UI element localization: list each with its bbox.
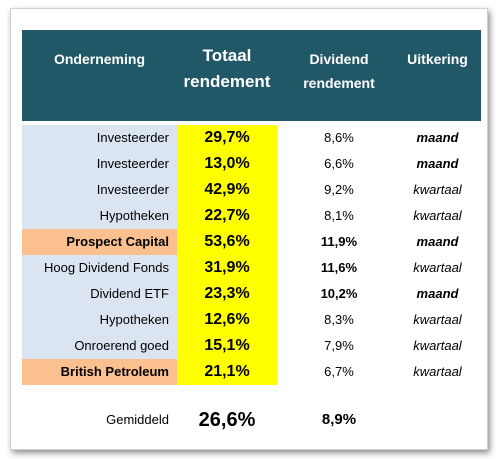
header-total-return: Totaal rendement [177, 43, 277, 95]
dividend-return-cell: 7,9% [324, 338, 354, 353]
payout-cell: kwartaal [413, 208, 462, 223]
average-total-return: 26,6% [198, 409, 256, 431]
total-return-cell: 29,7% [177, 125, 277, 151]
header-total-line2: rendement [183, 72, 271, 91]
payout-cell: maand [416, 130, 459, 145]
dividend-return-cell: 8,3% [324, 312, 354, 327]
dividend-return-cell: 10,2% [320, 286, 358, 301]
company-cell: Onroerend goed [22, 333, 177, 359]
header-total-line1: Totaal [202, 46, 252, 65]
total-return-cell: 53,6% [177, 229, 277, 255]
total-return-cell: 21,1% [177, 359, 277, 385]
table-row: British Petroleum 21,1% 6,7% kwartaal [22, 359, 481, 385]
dividend-return-cell: 6,6% [324, 156, 354, 171]
total-return-cell: 31,9% [177, 255, 277, 281]
payout-cell: kwartaal [413, 338, 462, 353]
table-row: Hoog Dividend Fonds 31,9% 11,6% kwartaal [22, 255, 481, 281]
payout-cell: kwartaal [413, 182, 462, 197]
dividend-return-cell: 11,6% [320, 260, 358, 275]
company-cell: Hypotheken [22, 203, 177, 229]
table-body: Investeerder 29,7% 8,6% maand Investeerder 13… [22, 125, 481, 385]
table-row: Onroerend goed 15,1% 7,9% kwartaal [22, 333, 481, 359]
table-row: Investeerder 29,7% 8,6% maand [22, 125, 481, 151]
company-cell: Prospect Capital [22, 229, 177, 255]
header-dividend-line2: rendement [303, 75, 375, 91]
dividend-return-cell: 6,7% [324, 364, 354, 379]
payout-cell: kwartaal [413, 364, 462, 379]
payout-cell: maand [416, 156, 459, 171]
total-return-cell: 22,7% [177, 203, 277, 229]
table-card: Onderneming Totaal rendement Dividend re… [10, 8, 488, 450]
total-return-cell: 42,9% [177, 177, 277, 203]
payout-cell: kwartaal [413, 260, 462, 275]
company-cell: Dividend ETF [22, 281, 177, 307]
payout-cell: maand [416, 234, 459, 249]
table-row: Prospect Capital 53,6% 11,9% maand [22, 229, 481, 255]
average-label: Gemiddeld [106, 412, 169, 427]
header-dividend-return: Dividend rendement [284, 47, 394, 95]
total-return-cell: 13,0% [177, 151, 277, 177]
dividend-return-cell: 8,1% [324, 208, 354, 223]
table-row: Hypotheken 22,7% 8,1% kwartaal [22, 203, 481, 229]
total-return-cell: 23,3% [177, 281, 277, 307]
table-row: Dividend ETF 23,3% 10,2% maand [22, 281, 481, 307]
table-header: Onderneming Totaal rendement Dividend re… [22, 30, 481, 121]
average-dividend-return: 8,9% [321, 411, 357, 428]
header-dividend-line1: Dividend [309, 51, 369, 67]
company-cell: Hypotheken [22, 307, 177, 333]
header-company: Onderneming [53, 51, 145, 67]
company-cell: Hoog Dividend Fonds [22, 255, 177, 281]
table-row: Investeerder 42,9% 9,2% kwartaal [22, 177, 481, 203]
company-cell: Investeerder [22, 151, 177, 177]
payout-cell: maand [416, 286, 459, 301]
header-payout: Uitkering [407, 51, 468, 67]
average-row: Gemiddeld 26,6% 8,9% [22, 405, 481, 435]
total-return-cell: 15,1% [177, 333, 277, 359]
table-row: Hypotheken 12,6% 8,3% kwartaal [22, 307, 481, 333]
dividend-return-cell: 9,2% [324, 182, 354, 197]
company-cell: Investeerder [22, 125, 177, 151]
dividend-return-cell: 11,9% [320, 234, 358, 249]
payout-cell: kwartaal [413, 312, 462, 327]
company-cell: British Petroleum [22, 359, 177, 385]
dividend-return-cell: 8,6% [324, 130, 354, 145]
company-cell: Investeerder [22, 177, 177, 203]
table-row: Investeerder 13,0% 6,6% maand [22, 151, 481, 177]
total-return-cell: 12,6% [177, 307, 277, 333]
